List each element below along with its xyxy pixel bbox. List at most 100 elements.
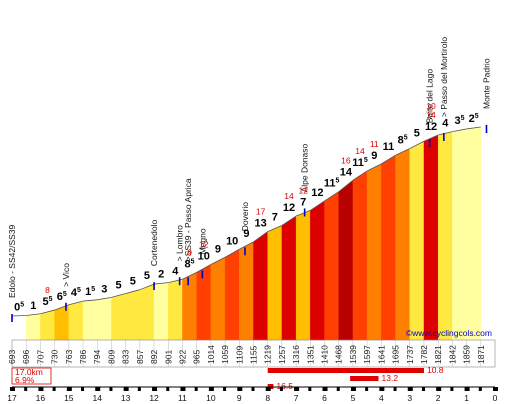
- summary-average: 6.9%: [15, 375, 35, 385]
- altitude-label: 1351: [305, 345, 315, 364]
- x-tick-label: 3: [407, 393, 412, 403]
- x-axis-tick: [251, 387, 255, 391]
- profile-outline: [310, 200, 325, 211]
- altitude-label: 1597: [362, 345, 372, 364]
- profile-outline: [253, 231, 268, 243]
- segment-gradient-label: 11: [383, 141, 395, 153]
- altitude-label: 1014: [206, 345, 216, 364]
- profile-outline: [154, 282, 169, 285]
- profile-outline: [239, 241, 254, 250]
- x-axis-tick: [223, 387, 227, 391]
- segment-fill: [168, 279, 183, 341]
- segment-gradient-label: 05: [14, 302, 24, 314]
- segment-gradient-label: 45: [71, 287, 81, 299]
- segment-gradient-label: 15: [85, 286, 95, 298]
- x-axis-tick: [38, 387, 44, 391]
- x-axis-tick: [66, 387, 72, 391]
- segment-fill: [239, 241, 254, 341]
- steep-section-bar: [350, 376, 379, 381]
- segment-max-gradient: 8: [45, 285, 50, 295]
- x-axis-tick: [137, 387, 141, 391]
- segment-gradient-label: 5: [414, 127, 420, 139]
- profile-outline: [423, 134, 439, 142]
- segment-gradient-label: 5: [115, 280, 121, 292]
- segment-max-gradient: 12: [199, 239, 209, 249]
- x-tick-label: 16: [36, 393, 46, 403]
- x-axis-tick: [180, 387, 186, 391]
- segment-fill: [139, 283, 155, 341]
- place-label: Monte Padrio: [481, 58, 491, 109]
- segment-gradient-label: 85: [398, 134, 408, 146]
- x-axis-tick: [237, 387, 243, 391]
- segment-max-gradient: 9: [187, 247, 192, 257]
- x-axis-tick: [294, 387, 300, 391]
- segment-gradient-label: 5: [130, 276, 136, 288]
- segment-gradient-label: 9: [215, 243, 221, 255]
- profile-outline: [352, 170, 368, 181]
- altitude-label: 1539: [348, 345, 358, 364]
- place-label: > Lombro: [175, 225, 185, 261]
- segment-fill: [395, 148, 410, 341]
- place-label: Alpe Donaso: [300, 143, 310, 192]
- x-axis-tick: [308, 387, 312, 391]
- segment-fill: [11, 315, 27, 341]
- segment-gradient-label: 5: [144, 270, 150, 282]
- x-axis-tick: [436, 387, 442, 391]
- segment-gradient-label: 4: [172, 265, 179, 277]
- x-axis-tick: [336, 387, 340, 391]
- segment-gradient-label: 85: [185, 258, 195, 270]
- profile-outline: [26, 313, 41, 316]
- profile-outline: [438, 131, 453, 136]
- altitude-label: 1871: [476, 345, 486, 364]
- place-label: >SS39 - Passo Aprica: [183, 178, 193, 261]
- segment-gradient-label: 115: [352, 157, 368, 169]
- segment-gradient-label: 115: [324, 178, 340, 190]
- x-tick-label: 8: [265, 393, 270, 403]
- segment-gradient-label: 1: [30, 300, 36, 312]
- profile-outline: [466, 126, 481, 130]
- place-label: Baite del Lago: [425, 69, 435, 124]
- segment-fill: [295, 210, 311, 341]
- x-axis-tick: [166, 387, 170, 391]
- profile-outline: [281, 215, 297, 226]
- altitude-label: 763: [64, 350, 74, 364]
- altitude-label: 965: [192, 350, 202, 364]
- credit-label: ©www.cyclingcols.com: [406, 328, 492, 338]
- x-axis-tick: [24, 387, 28, 391]
- segment-gradient-label: 12: [311, 187, 323, 199]
- segment-max-gradient: 10: [426, 101, 436, 111]
- segment-fill: [68, 300, 84, 341]
- segment-gradient-label: 25: [469, 113, 479, 125]
- segment-gradient-label: 9: [243, 228, 249, 240]
- profile-outline: [409, 140, 425, 149]
- x-tick-label: 10: [206, 393, 216, 403]
- profile-outline: [68, 300, 84, 306]
- place-label: > Passo del Mortirolo: [439, 37, 449, 117]
- segment-fill: [125, 289, 141, 341]
- segment-max-gradient: 16: [341, 155, 351, 165]
- segment-max-gradient: 14: [355, 146, 365, 156]
- segment-max-gradient: 12: [298, 185, 308, 195]
- altitude-label: 693: [7, 350, 17, 364]
- segment-fill: [409, 140, 425, 341]
- x-tick-label: 7: [294, 393, 299, 403]
- x-tick-label: 1: [464, 393, 469, 403]
- segment-gradient-label: 4: [442, 118, 449, 130]
- segment-max-gradient: 11: [370, 139, 379, 149]
- profile-outline: [224, 248, 240, 258]
- altitude-label: 696: [21, 350, 31, 364]
- summary-box: [11, 367, 52, 385]
- x-axis-tick: [421, 387, 425, 391]
- x-axis-tick: [464, 387, 470, 391]
- segment-gradient-label: 35: [454, 115, 464, 127]
- altitude-label: 1842: [447, 345, 457, 364]
- altitude-label: 1109: [234, 345, 244, 364]
- altitude-label: 857: [135, 350, 145, 364]
- altitude-label: 901: [163, 350, 173, 364]
- altitude-label: 1641: [376, 345, 386, 364]
- segment-fill: [82, 299, 98, 341]
- segment-fill: [281, 215, 297, 341]
- x-axis-tick: [208, 387, 214, 391]
- x-tick-label: 2: [436, 393, 441, 403]
- x-tick-label: 17: [7, 393, 17, 403]
